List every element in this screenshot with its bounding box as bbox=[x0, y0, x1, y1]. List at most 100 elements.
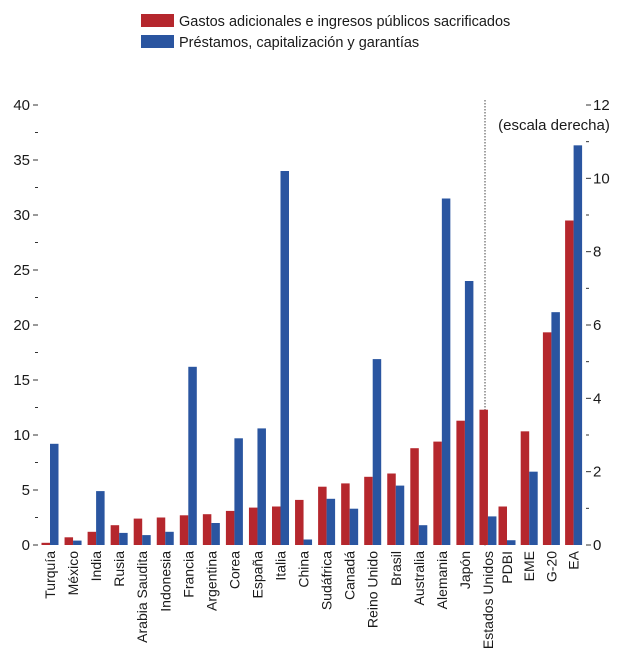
bar-eme-series-2 bbox=[529, 471, 538, 545]
bar-mexico-series-2 bbox=[73, 540, 82, 545]
category-labels: Turquía México India Rusia Arabia Saudita Ind… bbox=[42, 550, 582, 649]
bar-reino-unido-series-2 bbox=[372, 359, 382, 545]
category-label-canada: Canadá bbox=[342, 551, 358, 600]
right-tick-label: 12 bbox=[593, 97, 610, 114]
bar-canada-series-1 bbox=[341, 483, 350, 545]
bar-g-20-series-1 bbox=[542, 332, 552, 545]
right-tick-label: 0 bbox=[593, 537, 601, 554]
left-tick-label: 20 bbox=[13, 317, 30, 334]
bar-arabia-saudita-series-1 bbox=[133, 518, 143, 545]
bar-argentina-series-1 bbox=[202, 514, 212, 545]
right-tick-label: 10 bbox=[593, 170, 610, 187]
bar-espana-series-1 bbox=[248, 507, 258, 545]
bar-canada-series-2 bbox=[349, 508, 359, 545]
bar-argentina-series-2 bbox=[211, 523, 220, 545]
category-label-reino-unido: Reino Unido bbox=[365, 551, 381, 628]
left-tick-label: 10 bbox=[13, 427, 30, 444]
category-label-arabia-saudita: Arabia Saudita bbox=[134, 551, 150, 643]
bar-indonesia-series-1 bbox=[156, 517, 166, 545]
legend-label-2: Préstamos, capitalización y garantías bbox=[179, 35, 419, 51]
category-label-mexico: México bbox=[65, 551, 81, 596]
category-label-india: India bbox=[88, 551, 104, 582]
left-tick-label: 30 bbox=[13, 207, 30, 224]
category-label-g-20: G-20 bbox=[543, 551, 559, 582]
category-label-japon: Japón bbox=[457, 551, 473, 589]
legend-swatch-1 bbox=[141, 14, 174, 27]
right-axis-note: (escala derecha) bbox=[498, 117, 610, 134]
bar-espana-series-2 bbox=[257, 428, 266, 545]
category-label-italia: Italia bbox=[273, 551, 289, 581]
bar-corea-series-1 bbox=[225, 510, 235, 545]
category-label-australia: Australia bbox=[411, 551, 427, 606]
right-y-axis: 0 2 4 6 8 10 12 (escala derecha) bbox=[498, 97, 610, 554]
bar-japon-series-1 bbox=[456, 420, 465, 545]
category-label-brasil: Brasil bbox=[388, 551, 404, 586]
bar-francia-series-1 bbox=[179, 515, 189, 545]
bar-india-series-2 bbox=[96, 491, 105, 545]
bar-brasil-series-2 bbox=[395, 485, 405, 545]
left-tick-label: 15 bbox=[13, 372, 30, 389]
bar-japon-series-2 bbox=[464, 281, 474, 545]
bar-g-20-series-2 bbox=[551, 312, 560, 545]
right-tick-label: 2 bbox=[593, 464, 601, 481]
right-tick-label: 6 bbox=[593, 317, 601, 334]
bar-brasil-series-1 bbox=[387, 473, 396, 545]
bar-arabia-saudita-series-2 bbox=[142, 535, 151, 545]
bar-india-series-1 bbox=[87, 531, 97, 545]
category-label-ea: EA bbox=[566, 550, 582, 569]
category-label-eme: EME bbox=[521, 551, 537, 581]
legend: Gastos adicionales e ingresos públicos s… bbox=[141, 14, 510, 51]
legend-label-1: Gastos adicionales e ingresos públicos s… bbox=[179, 14, 510, 30]
bar-australia-series-1 bbox=[410, 448, 419, 545]
bar-ea-series-2 bbox=[573, 145, 583, 546]
left-tick-label: 40 bbox=[13, 97, 30, 114]
bars bbox=[41, 145, 583, 546]
bar-mexico-series-1 bbox=[64, 537, 74, 545]
bar-australia-series-2 bbox=[418, 525, 428, 545]
left-tick-label: 35 bbox=[13, 152, 30, 169]
bar-turquia-series-1 bbox=[41, 542, 50, 545]
category-label-pdbi: PDBI bbox=[499, 551, 515, 584]
right-tick-label: 4 bbox=[593, 390, 601, 407]
bar-estados-unidos-series-1 bbox=[479, 409, 488, 545]
left-tick-label: 0 bbox=[22, 537, 30, 554]
left-tick-label: 5 bbox=[22, 482, 30, 499]
category-label-turquia: Turquía bbox=[42, 551, 58, 599]
category-label-china: China bbox=[296, 551, 312, 588]
bar-estados-unidos-series-2 bbox=[487, 516, 497, 545]
bar-rusia-series-1 bbox=[110, 525, 120, 545]
left-y-axis: 0 5 10 15 20 25 30 35 40 bbox=[13, 97, 38, 554]
bar-italia-series-2 bbox=[280, 171, 289, 545]
category-label-espana: España bbox=[249, 551, 265, 599]
bar-alemania-series-1 bbox=[433, 441, 442, 545]
bar-rusia-series-2 bbox=[119, 532, 128, 545]
bar-corea-series-2 bbox=[234, 438, 243, 545]
bar-eme-series-1 bbox=[520, 431, 530, 545]
right-tick-label: 8 bbox=[593, 244, 601, 261]
legend-swatch-2 bbox=[141, 35, 174, 48]
bar-ea-series-1 bbox=[565, 220, 574, 545]
bar-pdbi-series-2 bbox=[507, 540, 516, 545]
bar-italia-series-1 bbox=[272, 506, 281, 545]
category-label-estados-unidos: Estados Unidos bbox=[480, 551, 496, 649]
category-label-argentina: Argentina bbox=[203, 551, 219, 611]
category-label-alemania: Alemania bbox=[434, 551, 450, 610]
bar-sudafrica-series-2 bbox=[326, 498, 336, 545]
bar-turquia-series-2 bbox=[50, 443, 59, 545]
category-label-rusia: Rusia bbox=[111, 551, 127, 587]
category-label-indonesia: Indonesia bbox=[157, 551, 173, 612]
bar-sudafrica-series-1 bbox=[318, 486, 327, 545]
bar-pdbi-series-1 bbox=[498, 506, 507, 545]
left-tick-label: 25 bbox=[13, 262, 30, 279]
bar-alemania-series-2 bbox=[441, 198, 451, 545]
bar-china-series-2 bbox=[303, 539, 313, 545]
category-label-corea: Corea bbox=[226, 551, 242, 589]
bar-china-series-1 bbox=[295, 499, 304, 545]
bar-reino-unido-series-1 bbox=[364, 476, 373, 545]
bar-francia-series-2 bbox=[188, 366, 197, 545]
category-label-sudafrica: Sudáfrica bbox=[319, 551, 335, 610]
category-label-francia: Francia bbox=[180, 551, 196, 598]
bar-indonesia-series-2 bbox=[165, 531, 174, 545]
